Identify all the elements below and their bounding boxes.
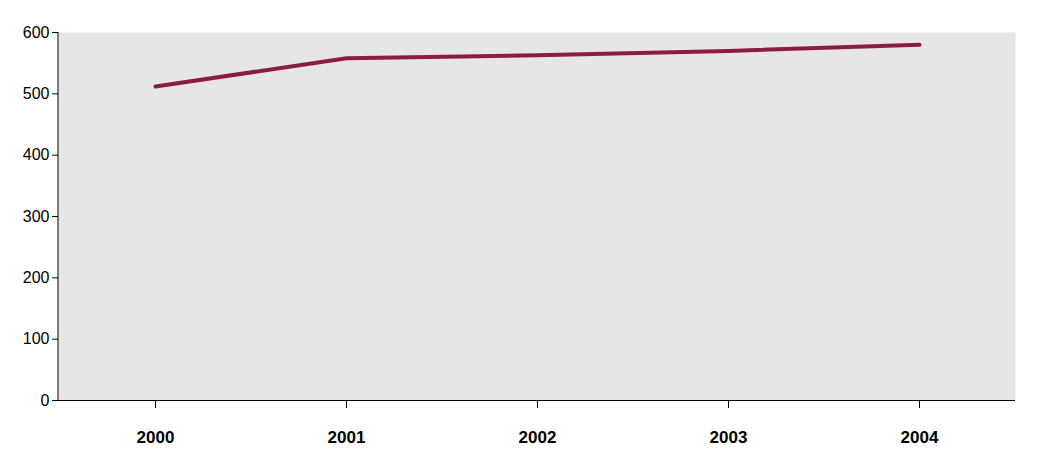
svg-text:2000: 2000: [137, 428, 175, 447]
svg-text:0: 0: [41, 392, 50, 409]
svg-text:2004: 2004: [901, 428, 939, 447]
svg-text:400: 400: [23, 146, 50, 163]
svg-text:2002: 2002: [519, 428, 557, 447]
svg-text:200: 200: [23, 269, 50, 286]
svg-text:300: 300: [23, 208, 50, 225]
svg-text:2001: 2001: [328, 428, 366, 447]
svg-text:600: 600: [23, 24, 50, 41]
svg-text:500: 500: [23, 85, 50, 102]
svg-text:100: 100: [23, 330, 50, 347]
svg-text:2003: 2003: [710, 428, 748, 447]
